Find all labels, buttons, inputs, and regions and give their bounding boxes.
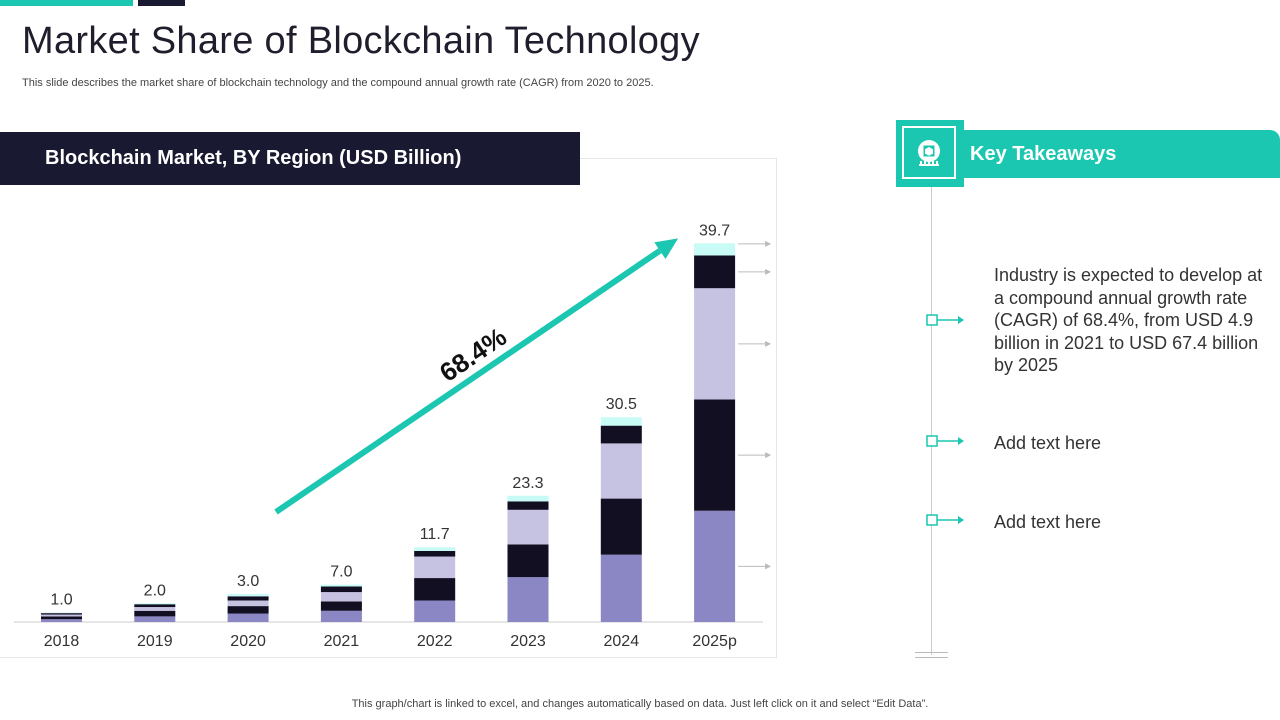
bar-segment-north-america[interactable]: [600, 554, 642, 622]
arrow-marker-icon: [926, 514, 964, 526]
bar-segment-apac[interactable]: [600, 443, 642, 499]
footer-note: This graph/chart is linked to excel, and…: [351, 698, 929, 710]
total-label: 30.5: [606, 396, 637, 413]
bar-segment-apac[interactable]: [320, 592, 362, 602]
arrow-marker-icon: [926, 435, 964, 447]
legend-leader-arrow: [765, 452, 772, 459]
growth-arrow-line: [274, 248, 662, 515]
x-tick-label: 2019: [137, 633, 173, 650]
key-takeaways-title: Key Takeaways: [970, 142, 1117, 165]
bar-segment-north-america[interactable]: [227, 613, 269, 622]
bar-segment-latin-america[interactable]: [320, 584, 362, 587]
total-label: 7.0: [330, 564, 352, 581]
bar-segment-mea[interactable]: [414, 550, 456, 557]
timeline-end-line: [915, 652, 948, 653]
bar-segment-north-america[interactable]: [507, 577, 549, 622]
bar-segment-north-america[interactable]: [320, 610, 362, 622]
bar-segment-latin-america[interactable]: [134, 603, 176, 605]
takeaway-text: Add text here: [994, 433, 1102, 453]
stacked-bar-chart[interactable]: 1.0 2018 2.0 2019 3.0 2020 7.0 2021 11.7 2022 23.3…: [0, 0, 780, 680]
accent-bar-dark: [138, 0, 185, 6]
total-label: 1.0: [50, 592, 72, 609]
bar-segment-mea[interactable]: [600, 425, 642, 444]
timeline-end-line: [915, 657, 948, 658]
x-tick-label: 2024: [604, 633, 640, 650]
bar-segment-europe[interactable]: [600, 498, 642, 555]
legend-leader-arrow: [765, 563, 772, 570]
x-tick-label: 2021: [324, 633, 360, 650]
bar-segment-europe[interactable]: [41, 616, 82, 620]
blockchain-chip-icon: [918, 139, 940, 166]
bar-segment-north-america[interactable]: [41, 619, 82, 622]
total-label: 2.0: [144, 582, 166, 599]
bar-segment-north-america[interactable]: [414, 600, 456, 622]
timeline-line: [931, 187, 932, 655]
bar-segment-latin-america[interactable]: [507, 495, 549, 502]
takeaway-text: Industry is expected to develop at a com…: [994, 265, 1263, 375]
x-tick-label: 2025p: [692, 633, 737, 650]
total-label: 3.0: [237, 573, 259, 590]
legend-leader-arrow: [765, 268, 772, 275]
bar-segment-europe[interactable]: [694, 399, 736, 511]
x-tick-label: 2023: [510, 633, 546, 650]
bar-segment-north-america[interactable]: [134, 616, 176, 622]
x-tick-label: 2020: [230, 633, 266, 650]
bar-segment-mea[interactable]: [694, 255, 736, 289]
chart-title: Blockchain Market, BY Region (USD Billio…: [45, 147, 462, 169]
bar-segment-latin-america[interactable]: [600, 417, 642, 426]
page-title: Market Share of Blockchain Technology: [22, 20, 700, 62]
bar-segment-europe[interactable]: [227, 606, 269, 614]
bar-segment-europe[interactable]: [320, 601, 362, 611]
bar-segment-mea[interactable]: [41, 613, 82, 615]
bar-segment-latin-america[interactable]: [414, 547, 456, 551]
total-label: 11.7: [420, 526, 450, 543]
bar-segment-latin-america[interactable]: [694, 243, 736, 256]
chart-title-banner: Blockchain Market, BY Region (USD Billio…: [0, 132, 580, 185]
bar-segment-apac[interactable]: [414, 556, 456, 579]
total-label: 39.7: [699, 222, 730, 239]
bar-segment-mea[interactable]: [134, 604, 176, 608]
bar-segment-apac[interactable]: [134, 607, 176, 611]
bar-segment-apac[interactable]: [694, 288, 736, 400]
bar-segment-mea[interactable]: [507, 501, 549, 510]
bar-segment-apac[interactable]: [41, 614, 82, 617]
bar-segment-mea[interactable]: [320, 586, 362, 593]
arrow-marker-icon: [926, 314, 964, 326]
total-label: 23.3: [512, 475, 543, 492]
x-tick-label: 2022: [417, 633, 453, 650]
bar-segment-europe[interactable]: [414, 578, 456, 601]
key-takeaways-header: Key Takeaways: [964, 130, 1280, 178]
x-tick-label: 2018: [44, 633, 80, 650]
bar-segment-north-america[interactable]: [694, 510, 736, 622]
accent-bar-teal: [0, 0, 133, 6]
takeaway-text: Add text here: [994, 512, 1102, 532]
legend-leader-arrow: [765, 240, 772, 247]
bar-segment-mea[interactable]: [227, 596, 269, 601]
bar-segment-latin-america[interactable]: [227, 593, 269, 597]
bar-segment-europe[interactable]: [507, 544, 549, 578]
page-subtitle: This slide describes the market share of…: [22, 77, 654, 89]
growth-arrow-head: [654, 238, 679, 259]
bar-segment-europe[interactable]: [134, 610, 176, 617]
key-takeaways-icon-box: [896, 120, 964, 187]
legend-leader-arrow: [765, 340, 772, 347]
bar-segment-apac[interactable]: [227, 600, 269, 607]
bar-segment-apac[interactable]: [507, 509, 549, 545]
